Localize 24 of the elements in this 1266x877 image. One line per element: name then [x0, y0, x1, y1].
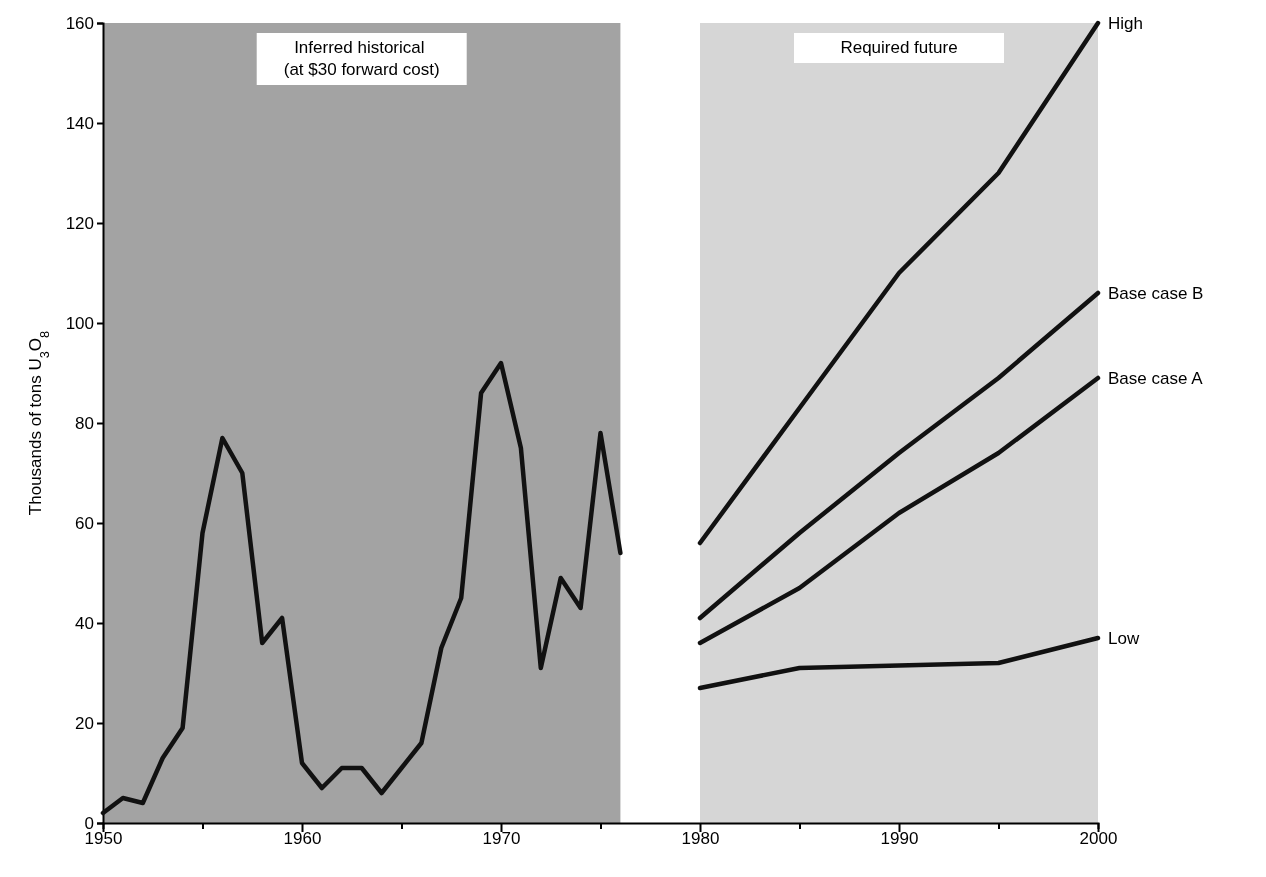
band-label: Required future — [840, 38, 958, 57]
y-tick-label: 140 — [65, 113, 94, 133]
band-label: Inferred historical (at $30 forward cost) — [283, 38, 440, 79]
x-tick-label: 1960 — [283, 829, 322, 849]
x-tick-label: 1990 — [880, 829, 919, 849]
y-tick-label: 100 — [65, 313, 94, 333]
x-tick-label: 1980 — [681, 829, 720, 849]
y-tick-label: 60 — [75, 513, 94, 533]
line-series — [697, 635, 1101, 691]
y-tick-label: 80 — [75, 413, 94, 433]
series-label: Base case B — [1108, 283, 1204, 303]
x-tick-label: 1970 — [482, 829, 521, 849]
line-series — [697, 290, 1101, 621]
y-tick-label: 20 — [75, 713, 94, 733]
line-series — [697, 375, 1101, 646]
y-tick-label: 120 — [65, 213, 94, 233]
y-tick-label: 160 — [65, 13, 94, 33]
series-label: Low — [1108, 628, 1140, 648]
series-label: Base case A — [1108, 368, 1204, 388]
x-tick-label: 2000 — [1079, 829, 1118, 849]
line-series — [100, 360, 623, 816]
y-tick-label: 40 — [75, 613, 94, 633]
line-series — [697, 20, 1101, 546]
series-label: High — [1108, 13, 1143, 33]
